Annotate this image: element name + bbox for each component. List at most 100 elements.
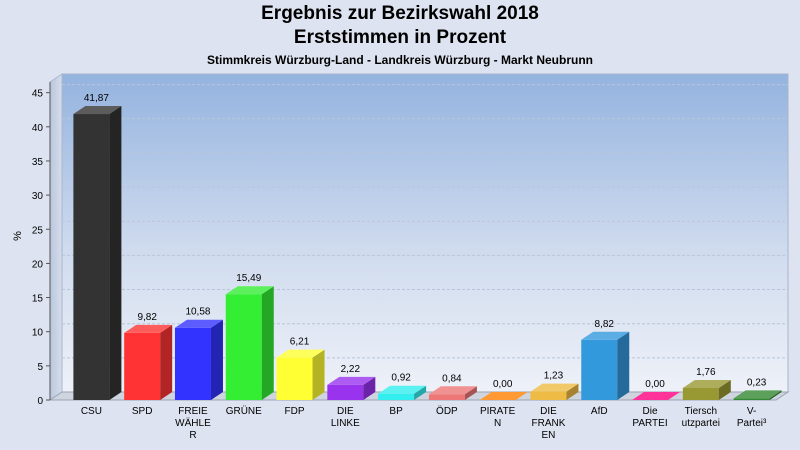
bar-side: [363, 376, 376, 400]
bar-value-label: 10,58: [185, 307, 210, 318]
x-tick-label: SPD: [132, 406, 153, 417]
bar-value-label: 9,82: [137, 312, 157, 323]
bar-top: [276, 349, 325, 358]
bar-front: [378, 393, 415, 400]
bar-side: [312, 349, 325, 400]
bar-top: [682, 379, 731, 388]
chart-title: Ergebnis zur Bezirkswahl 2018: [261, 3, 539, 24]
bar-top: [530, 383, 579, 392]
bar-front: [581, 339, 618, 400]
y-tick-label: 30: [32, 191, 44, 202]
bar-front: [276, 357, 313, 400]
bar-front: [530, 391, 567, 400]
bar: [225, 286, 274, 400]
y-tick-label: 20: [32, 259, 44, 270]
bar-front: [733, 398, 770, 400]
x-tick-label: DIE: [540, 406, 557, 417]
y-axis-label: %: [12, 231, 24, 241]
bar-front: [174, 327, 211, 400]
bar-side: [210, 319, 223, 400]
bar-value-label: 8,82: [595, 319, 615, 330]
x-tick-label: FRANK: [532, 418, 566, 429]
bar-side: [566, 383, 579, 400]
bar-value-label: 2,22: [341, 364, 361, 375]
x-tick-label: Partei³: [737, 418, 767, 429]
x-tick-label: LINKE: [331, 418, 360, 429]
bar: [73, 106, 122, 401]
bar: [530, 383, 579, 400]
bar: [378, 385, 427, 400]
y-tick-label: 45: [32, 89, 44, 100]
bar-side: [261, 286, 274, 400]
bar-front: [682, 387, 719, 400]
bar-side: [160, 324, 173, 400]
bar-front: [225, 294, 262, 400]
bar-value-label: 0,00: [493, 379, 513, 390]
bar-top: [225, 286, 274, 295]
bar-side: [464, 386, 477, 400]
x-tick-label: BP: [389, 406, 403, 417]
bar-top: [632, 392, 681, 400]
bar-side: [109, 106, 122, 401]
plot-left-wall: [49, 73, 63, 401]
bar-value-label: 1,23: [544, 371, 564, 382]
x-tick-label: Tiersch: [685, 406, 717, 417]
bar: [581, 331, 630, 400]
bar: [174, 319, 223, 400]
bars: 41,87 9,82 10,58 15,49 6,21 2,22 0,92 0,84 0,00 1…: [73, 93, 782, 401]
bar-top: [327, 376, 376, 385]
chart-title-line2: Erststimmen in Prozent: [293, 27, 507, 48]
bar: [632, 392, 681, 400]
bar: [276, 349, 325, 400]
bar-top: [733, 390, 782, 399]
bar-side: [414, 385, 427, 400]
bar: [733, 390, 782, 400]
bar-front: [428, 394, 465, 400]
bar-top: [124, 324, 173, 333]
x-tick-label: R: [189, 430, 196, 441]
x-tick-label: AfD: [591, 406, 608, 417]
x-tick-label: FDP: [285, 406, 305, 417]
x-tick-label: DIE: [337, 406, 354, 417]
bar-side: [617, 331, 630, 400]
y-tick-label: 25: [32, 225, 44, 236]
bar-top: [378, 385, 427, 394]
bar: [327, 376, 376, 400]
bar-value-label: 41,87: [84, 93, 109, 104]
x-tick-label: GRÜNE: [226, 405, 262, 417]
bar-top: [581, 331, 630, 340]
bar-front: [73, 114, 110, 401]
x-tick-label: ÖDP: [436, 405, 458, 417]
bar-value-label: 1,76: [696, 367, 716, 378]
y-tick-label: 10: [32, 328, 44, 339]
x-tick-label: EN: [542, 430, 556, 441]
y-tick-label: 40: [32, 123, 44, 134]
x-tick-label: utzpartei: [682, 418, 720, 429]
x-tick-label: WÄHLE: [175, 417, 211, 429]
bar-value-label: 0,84: [442, 373, 462, 384]
x-tick-label: PARTEI: [632, 418, 667, 429]
bar-side: [769, 390, 782, 400]
x-tick-label: CSU: [81, 406, 102, 417]
bar-top: [428, 386, 477, 395]
x-tick-label: PIRATE: [480, 406, 516, 417]
bar: [682, 379, 731, 400]
bar-value-label: 0,92: [391, 373, 411, 384]
bar-value-label: 0,23: [747, 377, 767, 388]
chart-subtitle: Stimmkreis Würzburg-Land - Landkreis Wür…: [206, 53, 594, 67]
y-tick-label: 0: [37, 396, 43, 407]
x-tick-label: N: [494, 418, 501, 429]
bar-front: [327, 384, 364, 400]
bar-top: [174, 319, 223, 328]
bar-top: [73, 106, 122, 115]
y-tick-label: 15: [32, 294, 44, 305]
y-tick-label: 5: [37, 362, 43, 373]
bar-top: [479, 392, 528, 400]
bar-value-label: 6,21: [290, 337, 310, 348]
x-tick-label: V-: [747, 406, 756, 417]
bar-value-label: 15,49: [236, 273, 261, 284]
bar-value-label: 0,00: [645, 379, 665, 390]
x-tick-label: Die: [643, 406, 658, 417]
